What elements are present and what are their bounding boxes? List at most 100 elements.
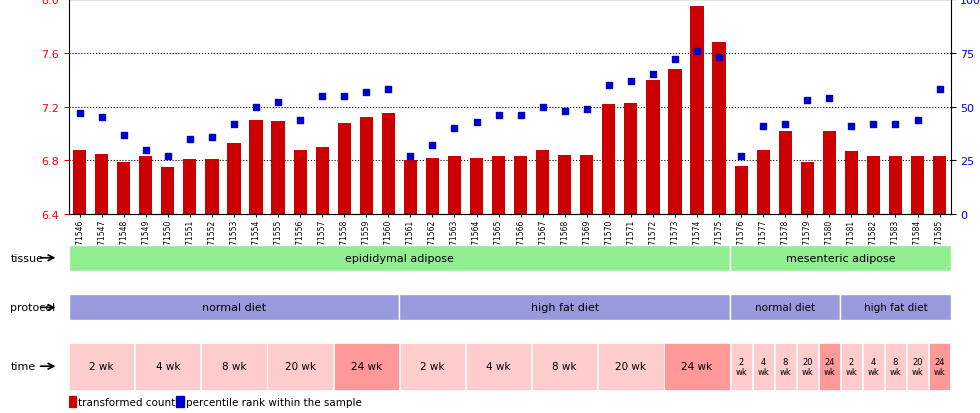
FancyBboxPatch shape bbox=[400, 295, 730, 320]
FancyBboxPatch shape bbox=[906, 343, 928, 390]
Bar bbox=[735, 166, 748, 215]
Point bbox=[865, 121, 881, 128]
FancyBboxPatch shape bbox=[532, 343, 598, 390]
Point bbox=[138, 147, 154, 154]
Text: high fat diet: high fat diet bbox=[863, 303, 927, 313]
Text: 24
wk: 24 wk bbox=[823, 357, 835, 376]
FancyBboxPatch shape bbox=[201, 343, 267, 390]
Text: 24 wk: 24 wk bbox=[351, 361, 382, 371]
Point bbox=[315, 93, 330, 100]
FancyBboxPatch shape bbox=[333, 343, 399, 390]
Text: 4 wk: 4 wk bbox=[486, 361, 511, 371]
Text: 2
wk: 2 wk bbox=[846, 357, 858, 376]
Bar bbox=[690, 7, 704, 215]
Text: epididymal adipose: epididymal adipose bbox=[345, 253, 454, 263]
Point bbox=[359, 89, 374, 96]
Point bbox=[424, 143, 440, 150]
Point bbox=[667, 57, 683, 64]
Bar bbox=[69, 396, 76, 407]
Point bbox=[932, 87, 948, 93]
Bar bbox=[911, 157, 924, 215]
Point bbox=[72, 111, 87, 117]
Point bbox=[513, 113, 528, 119]
Point bbox=[733, 154, 749, 160]
Point bbox=[579, 106, 595, 113]
Text: tissue: tissue bbox=[10, 253, 43, 263]
Point bbox=[756, 123, 771, 130]
Text: protocol: protocol bbox=[10, 303, 56, 313]
Text: 20
wk: 20 wk bbox=[802, 357, 813, 376]
FancyBboxPatch shape bbox=[135, 343, 201, 390]
Bar bbox=[448, 157, 462, 215]
Text: 4 wk: 4 wk bbox=[156, 361, 180, 371]
Bar bbox=[492, 157, 506, 215]
Text: 4
wk: 4 wk bbox=[758, 357, 769, 376]
Bar bbox=[294, 150, 307, 215]
FancyBboxPatch shape bbox=[929, 343, 951, 390]
Bar bbox=[668, 70, 682, 215]
FancyBboxPatch shape bbox=[862, 343, 884, 390]
Bar bbox=[823, 131, 836, 215]
Text: 2 wk: 2 wk bbox=[89, 361, 114, 371]
FancyBboxPatch shape bbox=[730, 245, 951, 271]
FancyBboxPatch shape bbox=[885, 343, 907, 390]
Bar bbox=[206, 160, 219, 215]
Bar bbox=[425, 158, 439, 215]
Bar bbox=[360, 118, 372, 215]
Bar bbox=[271, 122, 285, 215]
Text: 8
wk: 8 wk bbox=[890, 357, 902, 376]
Point bbox=[182, 136, 198, 143]
Text: 24 wk: 24 wk bbox=[681, 361, 712, 371]
FancyBboxPatch shape bbox=[818, 343, 840, 390]
Text: mesenteric adipose: mesenteric adipose bbox=[786, 253, 895, 263]
Bar bbox=[559, 156, 571, 215]
Bar bbox=[176, 396, 184, 407]
Point bbox=[711, 55, 727, 61]
FancyBboxPatch shape bbox=[268, 343, 333, 390]
FancyBboxPatch shape bbox=[466, 343, 531, 390]
Bar bbox=[95, 154, 108, 215]
Bar bbox=[139, 157, 153, 215]
Point bbox=[468, 119, 484, 126]
Point bbox=[292, 117, 308, 123]
Bar bbox=[183, 160, 196, 215]
Point bbox=[888, 121, 904, 128]
Text: 8
wk: 8 wk bbox=[779, 357, 791, 376]
FancyBboxPatch shape bbox=[730, 343, 752, 390]
Text: 2
wk: 2 wk bbox=[735, 357, 747, 376]
Text: 20 wk: 20 wk bbox=[615, 361, 647, 371]
Text: time: time bbox=[10, 361, 35, 371]
Bar bbox=[514, 157, 527, 215]
FancyBboxPatch shape bbox=[400, 343, 466, 390]
Point bbox=[403, 154, 418, 160]
Point bbox=[645, 72, 661, 78]
Text: high fat diet: high fat diet bbox=[530, 303, 599, 313]
Point bbox=[909, 117, 925, 123]
Point bbox=[601, 83, 616, 89]
Bar bbox=[624, 103, 638, 215]
Point bbox=[623, 78, 639, 85]
Bar bbox=[647, 81, 660, 215]
FancyBboxPatch shape bbox=[69, 295, 400, 320]
Point bbox=[160, 154, 175, 160]
FancyBboxPatch shape bbox=[69, 245, 730, 271]
Bar bbox=[845, 152, 858, 215]
FancyBboxPatch shape bbox=[598, 343, 663, 390]
FancyBboxPatch shape bbox=[774, 343, 796, 390]
Bar bbox=[801, 162, 814, 215]
Point bbox=[204, 134, 220, 141]
Point bbox=[557, 108, 572, 115]
Text: 2 wk: 2 wk bbox=[420, 361, 445, 371]
Point bbox=[491, 113, 507, 119]
Text: 24
wk: 24 wk bbox=[934, 357, 946, 376]
Bar bbox=[74, 150, 86, 215]
FancyBboxPatch shape bbox=[797, 343, 818, 390]
Text: percentile rank within the sample: percentile rank within the sample bbox=[186, 396, 362, 407]
Point bbox=[800, 97, 815, 104]
Point bbox=[336, 93, 352, 100]
Bar bbox=[933, 157, 947, 215]
Text: normal diet: normal diet bbox=[202, 303, 266, 313]
FancyBboxPatch shape bbox=[841, 343, 862, 390]
Text: transformed count: transformed count bbox=[78, 396, 175, 407]
Point bbox=[777, 121, 793, 128]
